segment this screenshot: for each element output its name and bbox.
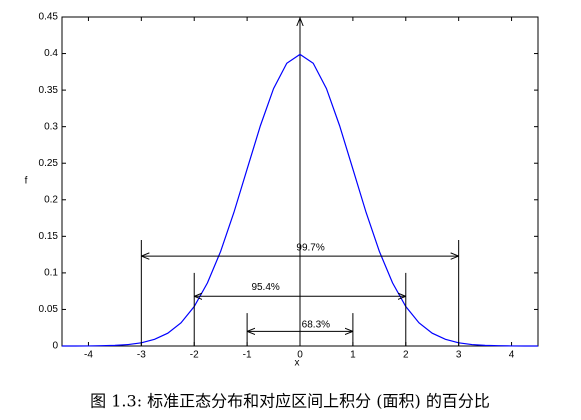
x-tick-label: 1: [350, 350, 356, 361]
y-tick-label: 0.1: [44, 268, 58, 279]
x-tick-label: -3: [137, 350, 146, 361]
x-axis-label: x: [295, 358, 300, 369]
x-tick-label: 0: [297, 350, 303, 361]
interval-label: 68.3%: [302, 319, 330, 330]
y-tick-label: 0.45: [39, 12, 59, 23]
y-tick-label: 0.15: [39, 231, 59, 242]
y-tick-label: 0: [52, 341, 58, 352]
y-tick-label: 0.2: [44, 194, 58, 205]
y-tick-label: 0.35: [39, 85, 59, 96]
y-tick-label: 0.25: [39, 158, 59, 169]
x-tick-label: -4: [84, 350, 93, 361]
x-tick-label: -1: [243, 350, 252, 361]
interval-label: 95.4%: [251, 282, 279, 293]
x-tick-label: 3: [456, 350, 462, 361]
y-tick-label: 0.05: [39, 304, 59, 315]
y-axis-label: f: [25, 176, 28, 187]
caption: 图 1.3: 标准正态分布和对应区间上积分 (面积) 的百分比: [90, 392, 490, 411]
y-tick-label: 0.4: [44, 48, 58, 59]
x-tick-label: -2: [190, 350, 199, 361]
x-tick-label: 4: [509, 350, 515, 361]
x-tick-label: 2: [403, 350, 409, 361]
y-tick-label: 0.3: [44, 121, 58, 132]
interval-label: 99.7%: [296, 243, 324, 254]
